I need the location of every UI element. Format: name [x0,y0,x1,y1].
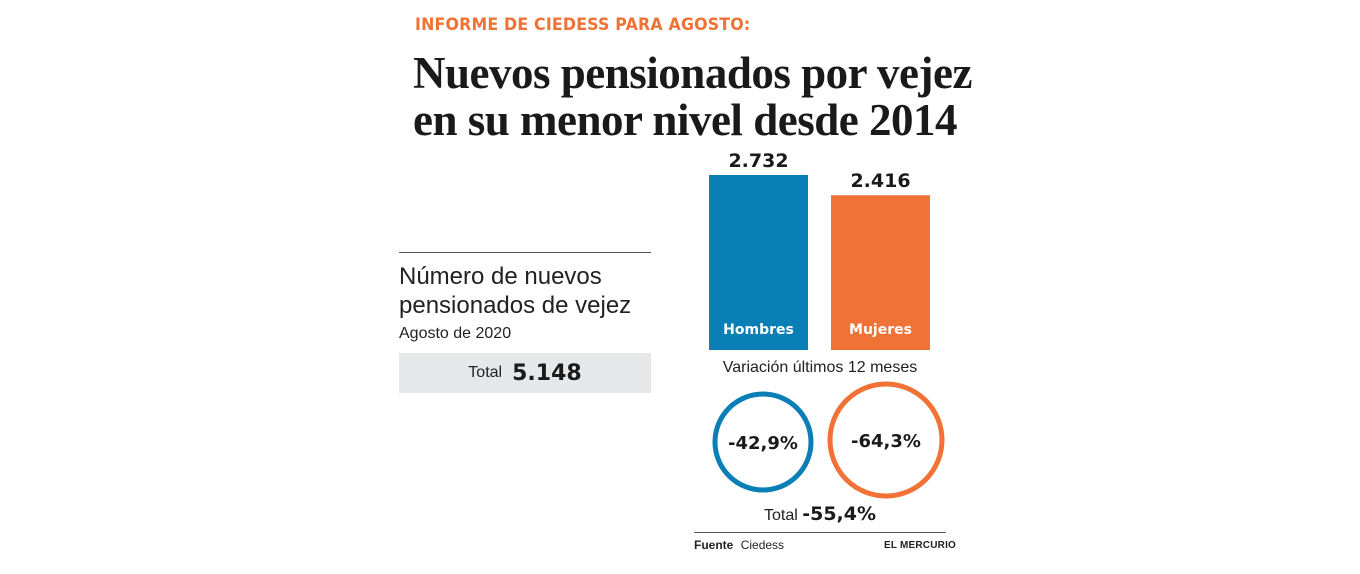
bar-value-label: 2.732 [728,150,788,172]
footer-divider [694,532,946,533]
kicker: INFORME DE CIEDESS PARA AGOSTO: [415,15,751,35]
summary-title: Número de nuevos pensionados de vejez [399,262,631,320]
total-variation-value: -55,4% [802,503,877,525]
headline-line-2: en su menor nivel desde 2014 [413,95,957,145]
total-variation: Total -55,4% [694,503,946,525]
bar-chart: 2.732 Hombres 2.416 Mujeres [709,150,930,350]
variation-circles: -42,9% -64,3% [712,381,945,499]
summary-divider [399,252,651,253]
variation-value: -64,3% [851,431,921,452]
bar-value-label: 2.416 [850,170,910,192]
variation-circle-mujeres [827,381,945,499]
summary-title-line-2: pensionados de vejez [399,292,632,319]
bar-mujeres [831,195,930,350]
headline: Nuevos pensionados por vejez en su menor… [413,50,972,144]
summary-title-line-1: Número de nuevos [399,263,602,290]
bar-hombres [709,175,808,350]
bar-category-label: Hombres [723,322,794,338]
variation-title: Variación últimos 12 meses [722,359,918,376]
total-label: Total [468,364,503,381]
total-box: Total 5.148 [399,353,651,393]
summary-period: Agosto de 2020 [399,325,512,342]
total-variation-label: Total [763,507,798,524]
variation-value: -42,9% [728,433,798,454]
source-value: Ciedess [740,538,785,552]
headline-line-1: Nuevos pensionados por vejez [413,48,972,98]
source-label: Fuente [694,538,734,552]
total-value: 5.148 [512,360,582,386]
outlet-credit: EL MERCURIO [884,540,957,551]
source: Fuente Ciedess [694,538,784,552]
variation-circle-hombres [712,391,814,493]
bar-category-label: Mujeres [849,322,912,338]
